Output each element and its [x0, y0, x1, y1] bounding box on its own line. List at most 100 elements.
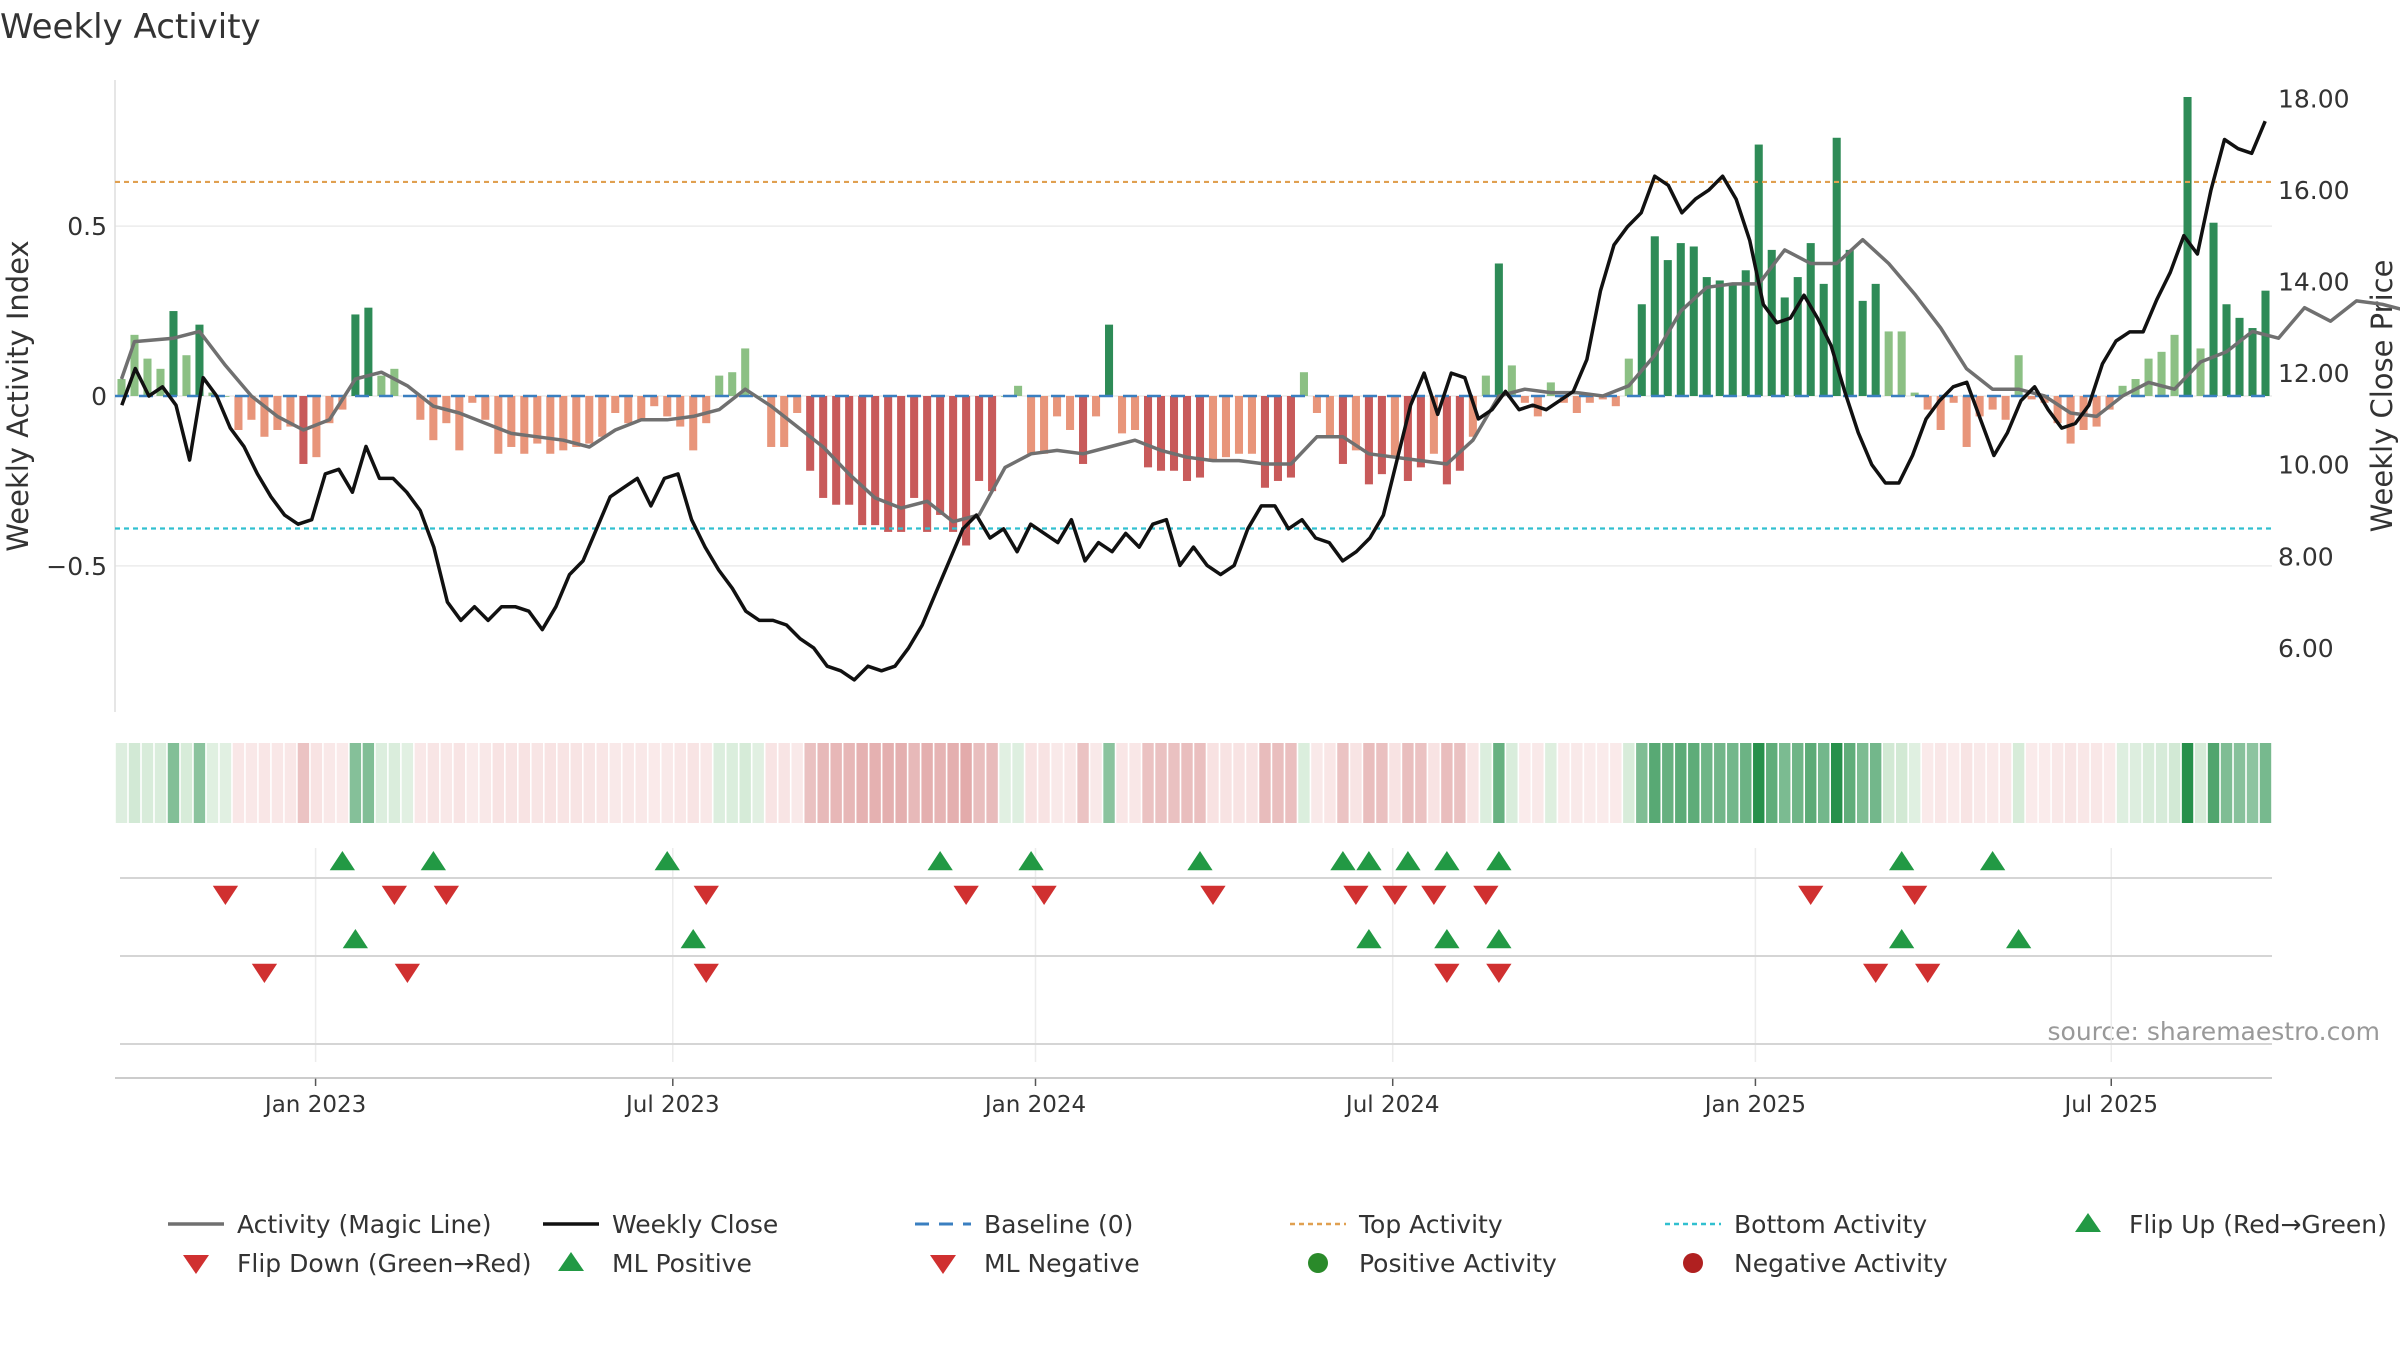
strip-cell [167, 743, 180, 823]
strip-cell [1843, 743, 1856, 823]
strip-cell [1168, 743, 1180, 823]
x-tick-label: Jan 2025 [1703, 1092, 1806, 1118]
activity-bar [1364, 396, 1373, 485]
activity-bar [338, 396, 347, 410]
strip-cell [1740, 743, 1752, 823]
strip-cell [1129, 743, 1141, 823]
strip-cell [843, 743, 855, 823]
activity-bar [1832, 137, 1841, 397]
strip-cell [1194, 743, 1206, 823]
strip-cell [882, 743, 894, 823]
activity-bar [1689, 246, 1698, 396]
x-tick-label: Jul 2023 [624, 1092, 720, 1118]
strip-cell [1558, 743, 1570, 823]
ml-negative-marker [693, 963, 719, 983]
legend-item-mlpos: ML Positive [558, 1249, 752, 1278]
strip-cell [908, 743, 920, 823]
strip-cell [817, 743, 829, 823]
activity-bar [2183, 96, 2192, 396]
strip-cell [635, 743, 647, 823]
strip-cell [1545, 743, 1557, 823]
strip-cell [531, 743, 544, 823]
flip-up-marker [1330, 851, 1356, 871]
activity-bar [1936, 396, 1945, 430]
activity-bar [1182, 396, 1192, 481]
strip-cell [869, 743, 881, 823]
strip-cell [1921, 743, 1934, 823]
strip-cell [609, 743, 621, 823]
activity-bar [1949, 396, 1958, 403]
activity-bar [429, 396, 438, 441]
activity-bar [494, 396, 503, 454]
strip-cell [453, 743, 466, 823]
x-tick-label: Jan 2023 [263, 1092, 366, 1118]
activity-bar [2157, 351, 2166, 396]
strip-cell [687, 743, 699, 823]
flip-down-marker [953, 885, 979, 905]
activity-bar [1611, 396, 1620, 407]
flip-up-marker [1187, 851, 1213, 871]
strip-cell [1376, 743, 1388, 823]
legend-swatch [1683, 1253, 1703, 1273]
strip-cell [1662, 743, 1674, 823]
activity-bar [884, 396, 893, 532]
activity-bar [1169, 396, 1179, 471]
flip-down-marker [1421, 885, 1447, 905]
strip-cell [1947, 743, 1960, 823]
signal-markers [212, 851, 2032, 983]
strip-cell [1142, 743, 1154, 823]
strip-cell [570, 743, 582, 823]
legend-label: Positive Activity [1359, 1249, 1557, 1278]
flip-up-marker [1980, 851, 2006, 871]
strip-cell [414, 743, 427, 823]
flip-down-marker [433, 885, 459, 905]
activity-bar [195, 324, 204, 396]
activity-bar [1845, 249, 1854, 396]
activity-bar [1027, 396, 1036, 454]
activity-bars [117, 96, 2270, 546]
strip-cell [154, 743, 167, 823]
flip-down-marker [693, 885, 719, 905]
strip-cell [1493, 743, 1505, 823]
strip-cell [1311, 743, 1323, 823]
strip-cell [1155, 743, 1167, 823]
activity-bar [2261, 290, 2270, 396]
x-tick-label: Jan 2024 [983, 1092, 1086, 1118]
flip-down-marker [1798, 885, 1824, 905]
ml-negative-marker [1863, 963, 1889, 983]
activity-bar [949, 396, 958, 532]
legend-item-bottom: Bottom Activity [1665, 1210, 1927, 1239]
flip-down-marker [1031, 885, 1057, 905]
activity-bar [1105, 324, 1114, 396]
strip-cell [1116, 743, 1128, 823]
strip-cell [1766, 743, 1778, 823]
chart-title: Weekly Activity [0, 7, 261, 47]
activity-bar [1312, 396, 1321, 413]
activity-bar [1286, 396, 1295, 478]
strip-cell [1480, 743, 1492, 823]
legend-swatch [1308, 1253, 1328, 1273]
strip-cell [2077, 743, 2090, 823]
strip-cell [440, 743, 453, 823]
activity-bar [1118, 396, 1127, 434]
activity-bar [1962, 396, 1971, 447]
strip-cell [791, 743, 803, 823]
strip-cell [1753, 743, 1765, 823]
strip-cell [1818, 743, 1830, 823]
strip-cell [1090, 743, 1102, 823]
weekly-close-line [120, 120, 2267, 682]
activity-bar [1234, 396, 1244, 454]
strip-cell [2233, 743, 2246, 823]
strip-cell [1389, 743, 1401, 823]
activity-bar [923, 396, 932, 532]
activity-bar [1767, 249, 1776, 396]
activity-bar [533, 396, 542, 444]
activity-bar [208, 392, 217, 396]
strip-cell [2142, 743, 2155, 823]
activity-bar [169, 311, 178, 396]
activity-bar [975, 396, 984, 481]
activity-bar [689, 396, 698, 451]
strip-cell [1259, 743, 1271, 823]
ml-negative-marker [1434, 963, 1460, 983]
